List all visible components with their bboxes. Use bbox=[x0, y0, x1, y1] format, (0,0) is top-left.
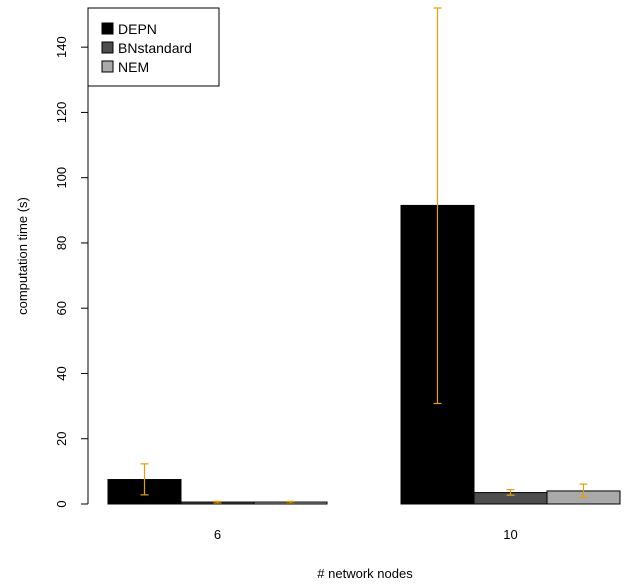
y-tick-label: 80 bbox=[54, 236, 69, 250]
y-tick-label: 100 bbox=[54, 167, 69, 189]
x-tick-labels: 6 10 bbox=[214, 527, 518, 542]
legend-box bbox=[87, 7, 220, 87]
y-tick-label: 120 bbox=[54, 102, 69, 124]
legend-swatch-depn bbox=[101, 22, 114, 35]
x-tick-label: 6 bbox=[214, 527, 221, 542]
legend-swatch-bnstandard bbox=[101, 41, 114, 54]
legend-label-nem: NEM bbox=[118, 59, 149, 75]
y-tick-label: 40 bbox=[54, 366, 69, 380]
y-tick-label: 0 bbox=[54, 500, 69, 507]
legend-label-bnstandard: BNstandard bbox=[118, 40, 192, 56]
error-bar-bnstandard-6 bbox=[213, 500, 222, 504]
y-tick-label: 60 bbox=[54, 301, 69, 315]
y-tick-label: 20 bbox=[54, 432, 69, 446]
error-bar-nem-6 bbox=[286, 500, 295, 504]
legend-swatch-nem bbox=[101, 60, 114, 73]
x-tick-label: 10 bbox=[503, 527, 517, 542]
error-bars-group bbox=[140, 7, 588, 504]
error-bar-depn-6 bbox=[140, 463, 149, 496]
error-bar-bnstandard-10 bbox=[506, 489, 515, 496]
error-bar-depn-10 bbox=[433, 7, 442, 405]
legend: DEPN BNstandard NEM bbox=[87, 7, 220, 87]
legend-label-depn: DEPN bbox=[118, 21, 157, 37]
y-axis-label: computation time (s) bbox=[15, 197, 30, 315]
bars-group bbox=[107, 204, 621, 505]
error-bar-nem-10 bbox=[579, 483, 588, 499]
y-tick-label: 140 bbox=[54, 36, 69, 58]
y-axis: 0 20 40 60 80 100 120 140 bbox=[54, 36, 89, 508]
x-axis-label: # network nodes bbox=[317, 566, 413, 581]
